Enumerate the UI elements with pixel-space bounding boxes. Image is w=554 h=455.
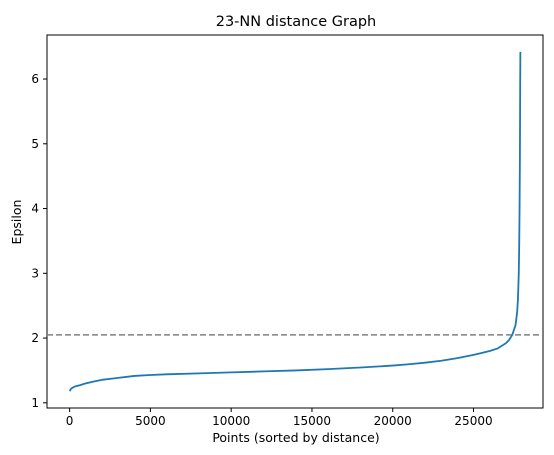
series-line (68, 51, 522, 392)
plot-frame (46, 34, 544, 409)
x-axis: 0 5000 10000 15000 20000 25000 (66, 408, 493, 428)
series-layer (68, 51, 522, 392)
x-tick-label: 10000 (212, 414, 250, 428)
y-tick-label: 6 (31, 72, 39, 86)
y-axis-label: Epsilon (9, 200, 24, 245)
chart-title: 23-NN distance Graph (216, 14, 377, 30)
x-tick-label: 20000 (374, 414, 412, 428)
x-tick-label: 25000 (454, 414, 492, 428)
x-tick-label: 15000 (293, 414, 331, 428)
y-tick-label: 1 (31, 396, 39, 410)
x-tick-label: 5000 (135, 414, 166, 428)
y-tick-label: 3 (31, 266, 39, 280)
x-axis-label: Points (sorted by distance) (212, 430, 379, 445)
y-tick-label: 5 (31, 137, 39, 151)
x-tick-label: 0 (66, 414, 74, 428)
y-tick-label: 2 (31, 331, 39, 345)
plot-area (46, 34, 544, 409)
chart-title-group: 23-NN distance Graph (216, 14, 377, 30)
y-tick-label: 4 (31, 202, 39, 216)
y-axis: 1 2 3 4 5 6 (31, 72, 47, 410)
